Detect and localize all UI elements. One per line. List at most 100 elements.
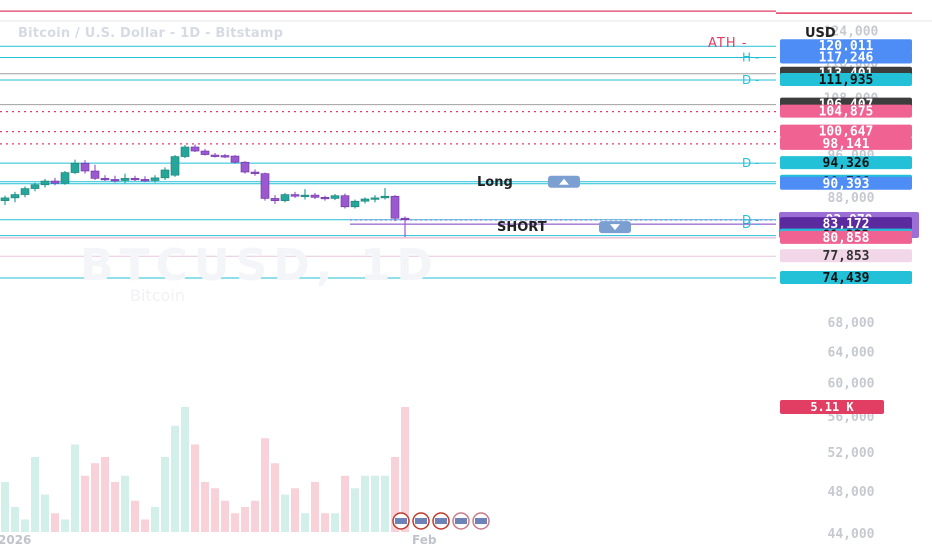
candle-body bbox=[270, 198, 280, 201]
price-tag-label: 117,246 bbox=[819, 51, 874, 66]
candle-body bbox=[90, 170, 100, 179]
level-tag: D - bbox=[742, 73, 759, 87]
volume-bar bbox=[311, 482, 319, 532]
volume-bar bbox=[281, 494, 289, 532]
candle-body bbox=[220, 155, 230, 158]
price-tag bbox=[780, 136, 912, 150]
volume-bar bbox=[231, 513, 239, 532]
volume-bar bbox=[351, 488, 359, 532]
price-tag bbox=[780, 50, 912, 64]
candle-body bbox=[380, 195, 390, 199]
price-tag-label: 80,858 bbox=[823, 231, 870, 246]
candle-body bbox=[200, 150, 210, 155]
volume-bar bbox=[61, 519, 69, 532]
candle-body bbox=[40, 180, 50, 186]
volume-bar bbox=[371, 475, 379, 532]
y-tick-label: 124,000 bbox=[824, 24, 879, 39]
price-tag-label: 77,853 bbox=[823, 249, 870, 264]
ath-label: ATH - bbox=[708, 36, 748, 51]
volume-bar bbox=[401, 407, 409, 532]
price-tag bbox=[780, 217, 912, 231]
candle-body bbox=[210, 154, 220, 157]
candle-body bbox=[340, 195, 350, 208]
volume-bar bbox=[271, 463, 279, 532]
volume-bar bbox=[251, 500, 259, 532]
candle-body bbox=[280, 194, 290, 201]
candle-body bbox=[170, 156, 180, 176]
candle-body bbox=[10, 194, 20, 199]
candle-body bbox=[230, 155, 240, 163]
volume-bar bbox=[221, 500, 229, 532]
price-tag bbox=[780, 156, 912, 170]
volume-bar bbox=[391, 457, 399, 532]
volume-bar bbox=[41, 494, 49, 532]
candle-body bbox=[300, 194, 310, 197]
level-tag: D - bbox=[742, 156, 759, 170]
volume-bar bbox=[21, 519, 29, 532]
price-tag-label: 83,172 bbox=[823, 217, 870, 232]
up-arrow-icon bbox=[559, 178, 569, 185]
price-tag-label: 90,393 bbox=[823, 177, 870, 192]
watermark-name: Bitcoin bbox=[130, 286, 185, 305]
volume-bar bbox=[161, 457, 169, 532]
event-flag-stripe bbox=[455, 518, 467, 524]
volume-bar bbox=[151, 507, 159, 532]
chart-title: Bitcoin / U.S. Dollar - 1D - Bitstamp bbox=[18, 26, 284, 41]
volume-bar bbox=[121, 475, 129, 532]
candle-body bbox=[150, 177, 160, 181]
candle-body bbox=[30, 184, 40, 189]
price-tag bbox=[780, 270, 912, 284]
price-tag bbox=[780, 73, 912, 87]
candle-body bbox=[290, 194, 300, 197]
candle-body bbox=[110, 179, 120, 182]
candle-body bbox=[250, 171, 260, 174]
volume-bar bbox=[341, 475, 349, 532]
candle-body bbox=[130, 178, 140, 181]
candle-body bbox=[160, 169, 170, 179]
price-tag-label: 74,439 bbox=[823, 271, 870, 286]
volume-bar bbox=[171, 425, 179, 532]
down-arrow-icon bbox=[610, 224, 620, 231]
candle-body bbox=[50, 180, 60, 184]
candle-body bbox=[400, 217, 410, 220]
level-tag: H - bbox=[742, 51, 759, 65]
candle-body bbox=[370, 197, 380, 200]
volume-bar bbox=[211, 488, 219, 532]
x-tick-2026: 2026 bbox=[0, 533, 32, 547]
candle-body bbox=[80, 162, 90, 172]
volume-bar bbox=[101, 457, 109, 532]
price-tag bbox=[780, 104, 912, 118]
x-tick-feb: Feb bbox=[412, 533, 437, 547]
candle-body bbox=[60, 172, 70, 184]
y-tick-label: 64,000 bbox=[828, 345, 875, 360]
price-tag-label: 100,647 bbox=[819, 125, 874, 140]
volume-bar bbox=[31, 457, 39, 532]
event-flag-stripe bbox=[415, 518, 427, 524]
long-label: Long bbox=[477, 175, 513, 190]
candle-body bbox=[140, 179, 150, 182]
volume-bar bbox=[81, 475, 89, 532]
volume-bar bbox=[131, 500, 139, 532]
price-tag-label: 104,875 bbox=[819, 105, 874, 120]
candle-body bbox=[390, 195, 400, 219]
volume-bar bbox=[181, 407, 189, 532]
level-tag: D - bbox=[742, 217, 759, 231]
currency-selector[interactable]: USD bbox=[805, 26, 836, 41]
price-tag bbox=[780, 230, 912, 244]
y-tick-label: 52,000 bbox=[828, 446, 875, 461]
volume-bar bbox=[141, 519, 149, 532]
volume-bar bbox=[91, 463, 99, 532]
price-tag bbox=[780, 124, 912, 138]
short-label: SHORT bbox=[497, 220, 547, 235]
candle-body bbox=[100, 178, 110, 181]
y-tick-label: 68,000 bbox=[828, 316, 875, 331]
candle-body bbox=[310, 194, 320, 198]
candle-body bbox=[360, 198, 370, 202]
y-tick-label: 48,000 bbox=[828, 485, 875, 500]
event-flag-stripe bbox=[395, 518, 407, 524]
candle-body bbox=[260, 173, 270, 199]
volume-bar bbox=[291, 488, 299, 532]
candle-body bbox=[120, 178, 130, 181]
candle-body bbox=[0, 197, 10, 201]
